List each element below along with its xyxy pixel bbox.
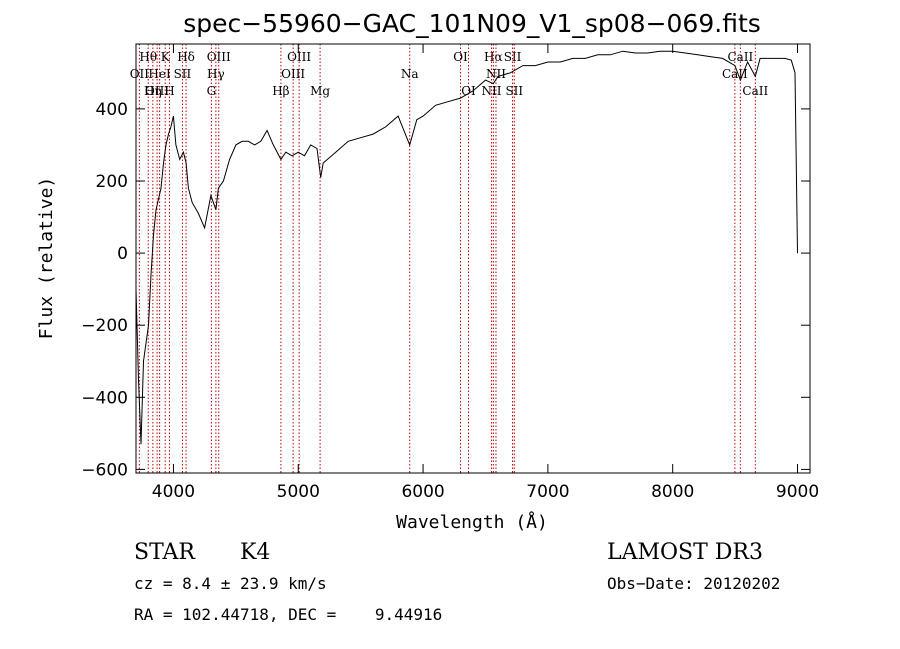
spectral-line-label: Hδ — [177, 50, 195, 64]
object-class: STAR — [134, 540, 196, 565]
spectral-line-label: CaII — [727, 50, 753, 64]
spectral-line-label: H — [164, 84, 174, 98]
obs-date-text: Obs−Date: 20120202 — [607, 574, 780, 593]
x-tick-label: 5000 — [277, 482, 320, 502]
y-tick-label: −200 — [81, 316, 128, 336]
spectral-line-label: OII — [130, 67, 150, 81]
x-tick-label: 7000 — [526, 482, 569, 502]
survey-name: LAMOST DR3 — [607, 540, 763, 565]
spectral-line-label: SII — [174, 67, 192, 81]
x-tick-label: 9000 — [776, 482, 819, 502]
object-subclass: K4 — [240, 540, 270, 565]
y-tick-label: 0 — [117, 244, 128, 264]
x-axis-label: Wavelength (Å) — [396, 511, 548, 533]
y-tick-label: 400 — [96, 100, 128, 120]
x-tick-label: 4000 — [152, 482, 195, 502]
spectral-line-label: OIII — [281, 67, 305, 81]
spectral-line-label: G — [207, 84, 217, 98]
spectral-line-label: CaII — [742, 84, 768, 98]
spectral-line-label: Hα — [484, 50, 503, 64]
redshift-text: cz = 8.4 ± 23.9 km/s — [134, 574, 327, 593]
spectral-line-label: OIII — [145, 84, 169, 98]
y-tick-label: −400 — [81, 388, 128, 408]
spectral-line-label: OIII — [287, 50, 311, 64]
y-axis-label: Flux (relative) — [36, 177, 57, 340]
spectral-line-label: Hγ — [207, 67, 225, 81]
y-axis-ticks: −600 −400 −200 0 200 400 — [81, 100, 810, 480]
y-tick-label: −600 — [81, 460, 128, 480]
spectral-line-label: Hθ — [139, 50, 157, 64]
spectral-line-label: OI — [461, 84, 476, 98]
spectral-line-label: CaII — [722, 67, 748, 81]
spectrum-series-line — [135, 50, 798, 445]
spectral-line-label: Hη — [144, 84, 162, 98]
spectral-line-label: NII — [481, 84, 501, 98]
y-tick-label: 200 — [96, 172, 128, 192]
spectral-line-label: Hβ — [272, 84, 289, 98]
spectral-line-label: OIII — [207, 50, 231, 64]
x-tick-label: 8000 — [651, 482, 694, 502]
plot-frame — [135, 43, 811, 474]
spectral-line-label: OI — [453, 50, 468, 64]
spectral-line-label: SII — [504, 50, 522, 64]
spectral-line-label: Na — [401, 67, 419, 81]
spectral-line-label: K — [161, 50, 171, 64]
chart-title: spec−55960−GAC_101N09_V1_sp08−069.fits — [183, 9, 761, 38]
x-axis-ticks: 4000 5000 6000 7000 8000 9000 — [152, 44, 819, 502]
spectral-line-label: HeI — [148, 67, 171, 81]
x-tick-label: 6000 — [401, 482, 444, 502]
spectral-line-label: NII — [486, 67, 506, 81]
spectral-line-label: Mg — [310, 84, 330, 98]
coordinates-text: RA = 102.44718, DEC = 9.44916 — [134, 605, 442, 624]
spectral-line-label: SII — [505, 84, 523, 98]
